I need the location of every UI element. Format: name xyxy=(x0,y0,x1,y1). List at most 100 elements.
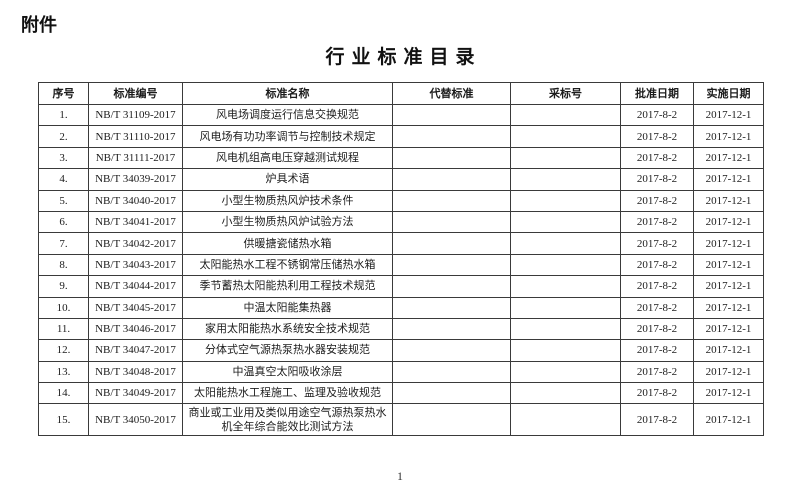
row-adoption-number xyxy=(510,146,621,170)
table-row: 10. NB/T 34045-2017 中温太阳能集热器 2017-8-2 2017-1… xyxy=(38,296,764,319)
row-serial-number: 2. xyxy=(38,125,89,148)
row-approval-date: 2017-8-2 xyxy=(620,403,694,437)
row-standard-name: 中温太阳能集热器 xyxy=(182,296,393,319)
row-replaced-standard xyxy=(392,296,511,319)
row-serial-number: 9. xyxy=(38,275,89,298)
header-serial-number: 序号 xyxy=(38,82,89,105)
row-replaced-standard xyxy=(392,189,511,212)
row-adoption-number xyxy=(510,403,621,437)
row-approval-date: 2017-8-2 xyxy=(620,125,694,148)
row-serial-number: 5. xyxy=(38,189,89,212)
table-row: 2. NB/T 31110-2017 风电场有功功率调节与控制技术规定 2017-8-… xyxy=(38,125,764,148)
row-approval-date: 2017-8-2 xyxy=(620,103,694,127)
header-standard-code: 标准编号 xyxy=(88,82,183,105)
row-approval-date: 2017-8-2 xyxy=(620,232,694,255)
row-implementation-date: 2017-12-1 xyxy=(693,317,764,341)
row-approval-date: 2017-8-2 xyxy=(620,317,694,341)
row-adoption-number xyxy=(510,317,621,341)
row-implementation-date: 2017-12-1 xyxy=(693,253,764,277)
row-standard-name: 风电机组高电压穿越测试规程 xyxy=(182,146,393,170)
row-standard-name: 季节蓄热太阳能热利用工程技术规范 xyxy=(182,275,393,298)
row-serial-number: 10. xyxy=(38,296,89,319)
row-standard-name: 小型生物质热风炉技术条件 xyxy=(182,189,393,212)
row-implementation-date: 2017-12-1 xyxy=(693,339,764,362)
table-row: 13. NB/T 34048-2017 中温真空太阳吸收涂层 2017-8-2 2017… xyxy=(38,360,764,384)
row-implementation-date: 2017-12-1 xyxy=(693,296,764,319)
row-serial-number: 15. xyxy=(38,403,89,437)
row-implementation-date: 2017-12-1 xyxy=(693,168,764,191)
row-adoption-number xyxy=(510,360,621,384)
row-implementation-date: 2017-12-1 xyxy=(693,232,764,255)
row-standard-code: NB/T 34049-2017 xyxy=(88,382,183,405)
header-implementation-date: 实施日期 xyxy=(693,82,764,105)
page-title: 行业标准目录 xyxy=(325,47,482,68)
table-row: 5. NB/T 34040-2017 小型生物质热风炉技术条件 2017-8-2 201… xyxy=(38,189,764,212)
row-replaced-standard xyxy=(392,317,511,341)
attachment-label: 附件 xyxy=(21,15,57,35)
row-replaced-standard xyxy=(392,403,511,437)
header-approval-date: 批准日期 xyxy=(620,82,694,105)
row-adoption-number xyxy=(510,296,621,319)
row-approval-date: 2017-8-2 xyxy=(620,168,694,191)
row-implementation-date: 2017-12-1 xyxy=(693,189,764,212)
table-row: 3. NB/T 31111-2017 风电机组高电压穿越测试规程 2017-8-2 20… xyxy=(38,146,764,170)
row-standard-code: NB/T 31110-2017 xyxy=(88,125,183,148)
row-standard-name: 太阳能热水工程施工、监理及验收规范 xyxy=(182,382,393,405)
row-implementation-date: 2017-12-1 xyxy=(693,210,764,234)
row-standard-name: 商业或工业用及类似用途空气源热泵热水机全年综合能效比测试方法 xyxy=(182,403,393,437)
row-replaced-standard xyxy=(392,168,511,191)
table-row: 7. NB/T 34042-2017 供暖搪瓷储热水箱 2017-8-2 2017-12… xyxy=(38,232,764,255)
standards-table-body: 1. NB/T 31109-2017 风电场调度运行信息交换规范 2017-8-2 20… xyxy=(38,103,764,437)
table-row: 1. NB/T 31109-2017 风电场调度运行信息交换规范 2017-8-2 20… xyxy=(38,103,764,127)
table-row: 8. NB/T 34043-2017 太阳能热水工程不锈钢常压储热水箱 2017-8-… xyxy=(38,253,764,277)
row-standard-code: NB/T 31109-2017 xyxy=(88,103,183,127)
table-row: 9. NB/T 34044-2017 季节蓄热太阳能热利用工程技术规范 2017-8-… xyxy=(38,275,764,298)
row-standard-name: 炉具术语 xyxy=(182,168,393,191)
page-number: 1 xyxy=(397,469,403,483)
row-adoption-number xyxy=(510,275,621,298)
row-adoption-number xyxy=(510,168,621,191)
row-approval-date: 2017-8-2 xyxy=(620,382,694,405)
table-row: 11. NB/T 34046-2017 家用太阳能热水系统安全技术规范 2017-8-… xyxy=(38,317,764,341)
row-approval-date: 2017-8-2 xyxy=(620,275,694,298)
row-replaced-standard xyxy=(392,253,511,277)
row-adoption-number xyxy=(510,253,621,277)
row-implementation-date: 2017-12-1 xyxy=(693,103,764,127)
row-standard-name: 分体式空气源热泵热水器安装规范 xyxy=(182,339,393,362)
row-replaced-standard xyxy=(392,275,511,298)
row-standard-code: NB/T 34041-2017 xyxy=(88,210,183,234)
row-implementation-date: 2017-12-1 xyxy=(693,360,764,384)
row-serial-number: 14. xyxy=(38,382,89,405)
row-standard-code: NB/T 34048-2017 xyxy=(88,360,183,384)
row-standard-code: NB/T 34040-2017 xyxy=(88,189,183,212)
row-replaced-standard xyxy=(392,103,511,127)
header-standard-name: 标准名称 xyxy=(182,82,393,105)
row-standard-name: 太阳能热水工程不锈钢常压储热水箱 xyxy=(182,253,393,277)
row-replaced-standard xyxy=(392,360,511,384)
row-approval-date: 2017-8-2 xyxy=(620,296,694,319)
table-row: 12. NB/T 34047-2017 分体式空气源热泵热水器安装规范 2017-8-… xyxy=(38,339,764,362)
row-replaced-standard xyxy=(392,146,511,170)
row-adoption-number xyxy=(510,210,621,234)
header-adoption-number: 采标号 xyxy=(510,82,621,105)
row-serial-number: 1. xyxy=(38,103,89,127)
row-standard-code: NB/T 31111-2017 xyxy=(88,146,183,170)
row-implementation-date: 2017-12-1 xyxy=(693,382,764,405)
table-header-row: 序号 标准编号 标准名称 代替标准 采标号 批准日期 实施日期 xyxy=(38,82,764,105)
row-standard-code: NB/T 34043-2017 xyxy=(88,253,183,277)
row-standard-code: NB/T 34045-2017 xyxy=(88,296,183,319)
row-implementation-date: 2017-12-1 xyxy=(693,403,764,437)
row-serial-number: 3. xyxy=(38,146,89,170)
row-standard-name: 供暖搪瓷储热水箱 xyxy=(182,232,393,255)
row-replaced-standard xyxy=(392,232,511,255)
header-replaced-standard: 代替标准 xyxy=(392,82,511,105)
row-approval-date: 2017-8-2 xyxy=(620,146,694,170)
row-replaced-standard xyxy=(392,125,511,148)
standards-table: 序号 标准编号 标准名称 代替标准 采标号 批准日期 实施日期 1. NB/T 3… xyxy=(38,82,764,437)
row-standard-name: 小型生物质热风炉试验方法 xyxy=(182,210,393,234)
row-standard-name: 中温真空太阳吸收涂层 xyxy=(182,360,393,384)
row-adoption-number xyxy=(510,125,621,148)
row-approval-date: 2017-8-2 xyxy=(620,339,694,362)
row-serial-number: 12. xyxy=(38,339,89,362)
row-approval-date: 2017-8-2 xyxy=(620,189,694,212)
